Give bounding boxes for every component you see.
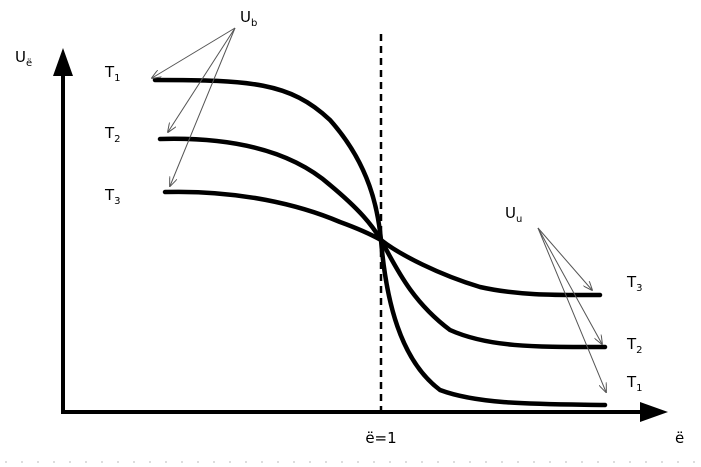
callout-arrows-right — [537, 227, 606, 392]
label-part: T — [104, 63, 115, 81]
curve-label: T1 — [626, 373, 643, 394]
label-part: 3 — [114, 196, 120, 207]
curve-label: T2 — [104, 124, 121, 145]
label-part: 3 — [636, 283, 642, 294]
label-part: 2 — [114, 134, 120, 145]
x-label: ё — [675, 429, 684, 447]
curve-label: T3 — [104, 186, 121, 207]
x-arrow — [640, 402, 668, 422]
callout-right: Uu — [505, 204, 522, 225]
label-part: T — [104, 124, 115, 142]
y-arrow — [53, 48, 73, 76]
curve-t3 — [162, 189, 603, 298]
curve-label: T2 — [626, 335, 643, 356]
label-part: 1 — [114, 73, 120, 84]
y-label: Uё — [15, 48, 32, 69]
curve-label: T1 — [104, 63, 121, 84]
label-part: T — [626, 273, 637, 291]
curve-label: T3 — [626, 273, 643, 294]
label-main: U — [15, 48, 26, 66]
label-main: U — [505, 204, 516, 222]
marker-label: ё=1 — [365, 429, 396, 447]
label-sub: u — [516, 214, 522, 225]
label-main: U — [240, 8, 251, 26]
label-part: 1 — [636, 383, 642, 394]
label-part: T — [626, 373, 637, 391]
label-part: T — [626, 335, 637, 353]
label-sub: b — [251, 18, 257, 29]
callout-arrows-left — [152, 27, 236, 186]
label-part: T — [104, 186, 115, 204]
label-part: 2 — [636, 345, 642, 356]
callout-left: Ub — [240, 8, 257, 29]
label-sub: ё — [26, 58, 32, 69]
